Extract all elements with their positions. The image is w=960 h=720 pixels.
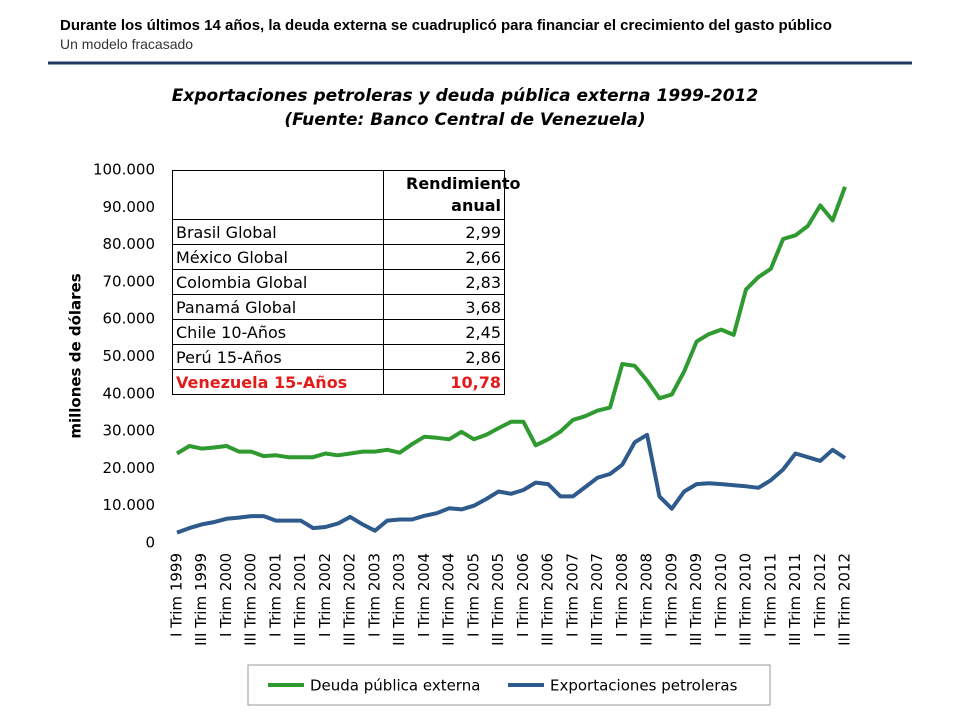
x-tick-label: I Trim 2009: [662, 553, 680, 637]
x-tick-label: III Trim 2002: [341, 553, 359, 646]
x-tick-label: III Trim 2004: [440, 553, 458, 646]
x-tick-label: III Trim 2009: [687, 553, 705, 646]
y-tick-label: 30.000: [103, 422, 156, 440]
x-tick-label: III Trim 2010: [737, 553, 755, 646]
x-tick-label: I Trim 2001: [266, 553, 284, 637]
table-row: Chile 10-Años 2,45: [171, 319, 505, 345]
x-tick-label: I Trim 1999: [168, 553, 186, 637]
x-tick-label: III Trim 2007: [588, 553, 606, 646]
x-tick-label: III Trim 2000: [242, 553, 260, 646]
table-cell: Panamá Global: [171, 294, 385, 320]
legend-label: Exportaciones petroleras: [550, 677, 738, 695]
table-row: México Global 2,66: [171, 244, 505, 270]
y-tick-label: 20.000: [103, 459, 156, 477]
table-row: Brasil Global 2,99: [171, 219, 505, 245]
table-cell: Chile 10-Años: [171, 319, 385, 345]
table-cell: 2,86: [383, 344, 505, 370]
table-header-text: Rendimiento anual: [406, 174, 521, 215]
y-tick-label: 40.000: [103, 384, 156, 402]
table-cell: Colombia Global: [171, 269, 385, 295]
x-tick-label: I Trim 2007: [563, 553, 581, 637]
table-header-row: Rendimiento anual: [171, 170, 521, 220]
y-tick-label: 90.000: [103, 198, 156, 216]
chart-title: Exportaciones petroleras y deuda pública…: [172, 86, 758, 106]
x-tick-label: I Trim 2003: [365, 553, 383, 637]
x-tick-label: III Trim 2012: [836, 553, 854, 646]
legend-label: Deuda pública externa: [310, 677, 480, 695]
table-row: Venezuela 15-Años 10,78: [171, 369, 505, 395]
table-cell: Perú 15-Años: [171, 344, 385, 370]
table-row: Perú 15-Años 2,86: [171, 344, 505, 370]
x-tick-label: III Trim 2005: [489, 553, 507, 646]
x-tick-label: III Trim 2008: [638, 553, 656, 646]
x-tick-label: I Trim 2004: [415, 553, 433, 637]
chart-subtitle: (Fuente: Banco Central de Venezuela): [284, 110, 645, 130]
x-tick-label: III Trim 2003: [390, 553, 408, 646]
x-tick-label: III Trim 2011: [786, 553, 804, 646]
x-tick-label: I Trim 2012: [811, 553, 829, 637]
y-tick-label: 10.000: [103, 496, 156, 514]
y-tick-label: 60.000: [103, 310, 156, 328]
table-cell: México Global: [171, 244, 385, 270]
table-cell: 2,83: [383, 269, 505, 295]
y-tick-label: 70.000: [103, 272, 156, 290]
x-tick-label: I Trim 2008: [613, 553, 631, 637]
table-cell: 3,68: [383, 294, 505, 320]
table-row: Colombia Global 2,83: [171, 269, 505, 295]
table-cell: 2,99: [383, 219, 505, 245]
x-tick-label: III Trim 2006: [539, 553, 557, 646]
table-cell: 10,78: [383, 369, 505, 395]
y-tick-label: 100.000: [93, 161, 155, 179]
x-tick-label: III Trim 1999: [192, 553, 210, 646]
x-tick-label: I Trim 2010: [712, 553, 730, 637]
slide-title: Durante los últimos 14 años, la deuda ex…: [60, 17, 832, 34]
y-tick-label: 0: [145, 534, 155, 552]
x-tick-label: I Trim 2000: [217, 553, 235, 637]
y-axis-label: millones de dólares: [67, 273, 85, 438]
yield-table: Rendimiento anual Brasil Global 2,99 México…: [171, 170, 521, 395]
table-cell: 2,66: [383, 244, 505, 270]
table-cell: 2,45: [383, 319, 505, 345]
slide-subtitle: Un modelo fracasado: [60, 36, 194, 52]
line-series: [175, 186, 847, 460]
table-row: Panamá Global 3,68: [171, 294, 505, 320]
line-series: [176, 432, 847, 535]
x-tick-label: I Trim 2005: [464, 553, 482, 637]
table-cell: Venezuela 15-Años: [171, 369, 385, 395]
x-tick-label: I Trim 2006: [514, 553, 532, 637]
table-header: Rendimiento anual: [383, 170, 521, 220]
x-tick-label: I Trim 2011: [761, 553, 779, 637]
table-cell: [171, 170, 385, 220]
y-tick-label: 80.000: [103, 235, 156, 253]
table-cell: Brasil Global: [171, 219, 385, 245]
x-tick-label: I Trim 2002: [316, 553, 334, 637]
x-tick-label: III Trim 2001: [291, 553, 309, 646]
y-tick-label: 50.000: [103, 347, 156, 365]
